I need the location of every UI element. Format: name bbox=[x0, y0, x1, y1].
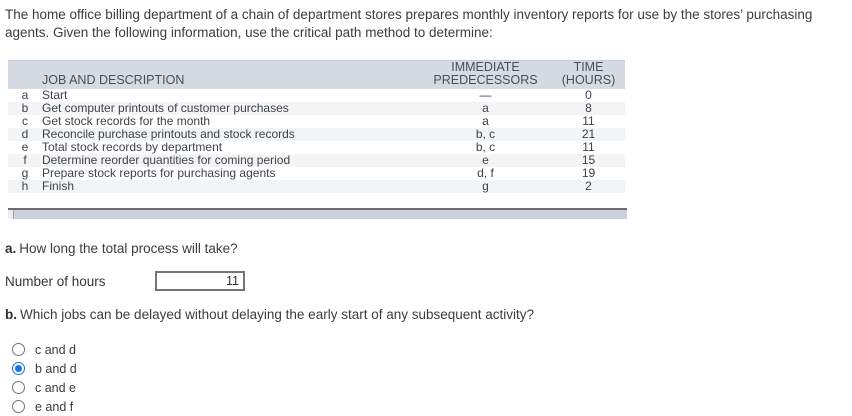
radio-option[interactable]: c and d bbox=[12, 340, 852, 359]
radio-unselected-icon[interactable] bbox=[12, 343, 25, 356]
question-b-label: b. bbox=[5, 307, 17, 322]
radio-option-label: b and d bbox=[35, 361, 77, 376]
table-header-row: JOB AND DESCRIPTION IMMEDIATE PREDECESSO… bbox=[8, 60, 625, 89]
radio-option-label: c and d bbox=[35, 342, 77, 357]
table-row: c Get stock records for the month a 11 bbox=[8, 115, 625, 128]
problem-statement: The home office billing department of a … bbox=[5, 7, 813, 40]
radio-option[interactable]: c and e bbox=[12, 378, 852, 397]
radio-unselected-icon[interactable] bbox=[12, 381, 25, 394]
table-row: d Reconcile purchase printouts and stock … bbox=[8, 128, 625, 141]
radio-option-label: c and e bbox=[35, 380, 77, 395]
question-b: b. Which jobs can be delayed without dela… bbox=[5, 307, 852, 322]
header-job-description: JOB AND DESCRIPTION bbox=[42, 73, 185, 87]
cell-immediate-predecessors: — bbox=[479, 88, 492, 102]
cell-time-hours: 19 bbox=[581, 166, 596, 180]
cell-job-description: Total stock records by department bbox=[42, 140, 223, 154]
cell-job-description: Get computer printouts of customer purch… bbox=[42, 101, 289, 115]
radio-option-label: e and f bbox=[35, 399, 74, 414]
cell-job-letter: c bbox=[22, 114, 28, 128]
number-of-hours-label: Number of hours bbox=[5, 273, 106, 289]
cell-immediate-predecessors: b, c bbox=[475, 140, 496, 154]
cell-time-hours: 8 bbox=[585, 101, 592, 115]
cell-job-description: Reconcile purchase printouts and stock r… bbox=[42, 127, 295, 141]
scrollbar-thumb[interactable] bbox=[8, 210, 14, 219]
table-row: b Get computer printouts of customer purc… bbox=[8, 102, 625, 115]
table-row: h Finish g 2 bbox=[8, 180, 625, 193]
cell-time-hours: 0 bbox=[585, 88, 592, 102]
table-row: f Determine reorder quantities for coming… bbox=[8, 154, 625, 167]
activity-table: JOB AND DESCRIPTION IMMEDIATE PREDECESSO… bbox=[8, 60, 625, 193]
cell-immediate-predecessors: d, f bbox=[477, 166, 494, 180]
table-row: g Prepare stock reports for purchasing ag… bbox=[8, 167, 625, 180]
cell-job-letter: h bbox=[21, 179, 29, 193]
cell-job-description: Determine reorder quantities for coming … bbox=[42, 153, 291, 167]
cell-job-letter: a bbox=[21, 88, 29, 102]
cell-job-letter: g bbox=[21, 166, 29, 180]
cell-time-hours: 21 bbox=[581, 127, 596, 141]
radio-option[interactable]: b and d bbox=[12, 359, 852, 378]
header-immediate-predecessors: IMMEDIATE PREDECESSORS bbox=[433, 60, 538, 87]
cell-immediate-predecessors: a bbox=[482, 101, 489, 115]
cell-time-hours: 2 bbox=[585, 179, 592, 193]
answer-b-options: c and d b and d c and e e and f bbox=[12, 340, 852, 416]
cell-time-hours: 11 bbox=[582, 114, 595, 128]
question-a: a. How long the total process will take? bbox=[5, 241, 852, 256]
question-a-label: a. bbox=[5, 241, 17, 256]
question-a-text: How long the total process will take? bbox=[19, 241, 238, 256]
cell-time-hours: 11 bbox=[582, 140, 595, 154]
cell-job-description: Start bbox=[42, 88, 68, 102]
cell-time-hours: 15 bbox=[581, 153, 596, 167]
header-time-hours: TIME (HOURS) bbox=[561, 60, 616, 87]
number-of-hours-input[interactable] bbox=[155, 271, 245, 291]
radio-option[interactable]: e and f bbox=[12, 397, 852, 416]
cell-immediate-predecessors: e bbox=[482, 153, 489, 167]
question-b-text: Which jobs can be delayed without delayi… bbox=[20, 307, 535, 322]
cell-job-description: Prepare stock reports for purchasing age… bbox=[42, 166, 276, 180]
radio-unselected-icon[interactable] bbox=[12, 400, 25, 413]
horizontal-scrollbar[interactable] bbox=[8, 208, 627, 219]
cell-immediate-predecessors: a bbox=[482, 114, 489, 128]
answer-a-row: Number of hours bbox=[5, 271, 852, 291]
table-body: a Start — 0 b Get computer printouts of custo… bbox=[8, 89, 625, 193]
cell-job-letter: d bbox=[21, 127, 29, 141]
cell-job-letter: e bbox=[21, 140, 29, 154]
cell-immediate-predecessors: g bbox=[482, 179, 489, 193]
radio-selected-icon[interactable] bbox=[12, 362, 25, 375]
cell-job-letter: b bbox=[21, 101, 29, 115]
cell-job-description: Finish bbox=[42, 179, 75, 193]
cell-immediate-predecessors: b, c bbox=[475, 127, 496, 141]
cell-job-description: Get stock records for the month bbox=[42, 114, 211, 128]
table-row: a Start — 0 bbox=[8, 89, 625, 102]
table-row: e Total stock records by department b, c 11 bbox=[8, 141, 625, 154]
cell-job-letter: f bbox=[23, 153, 27, 167]
